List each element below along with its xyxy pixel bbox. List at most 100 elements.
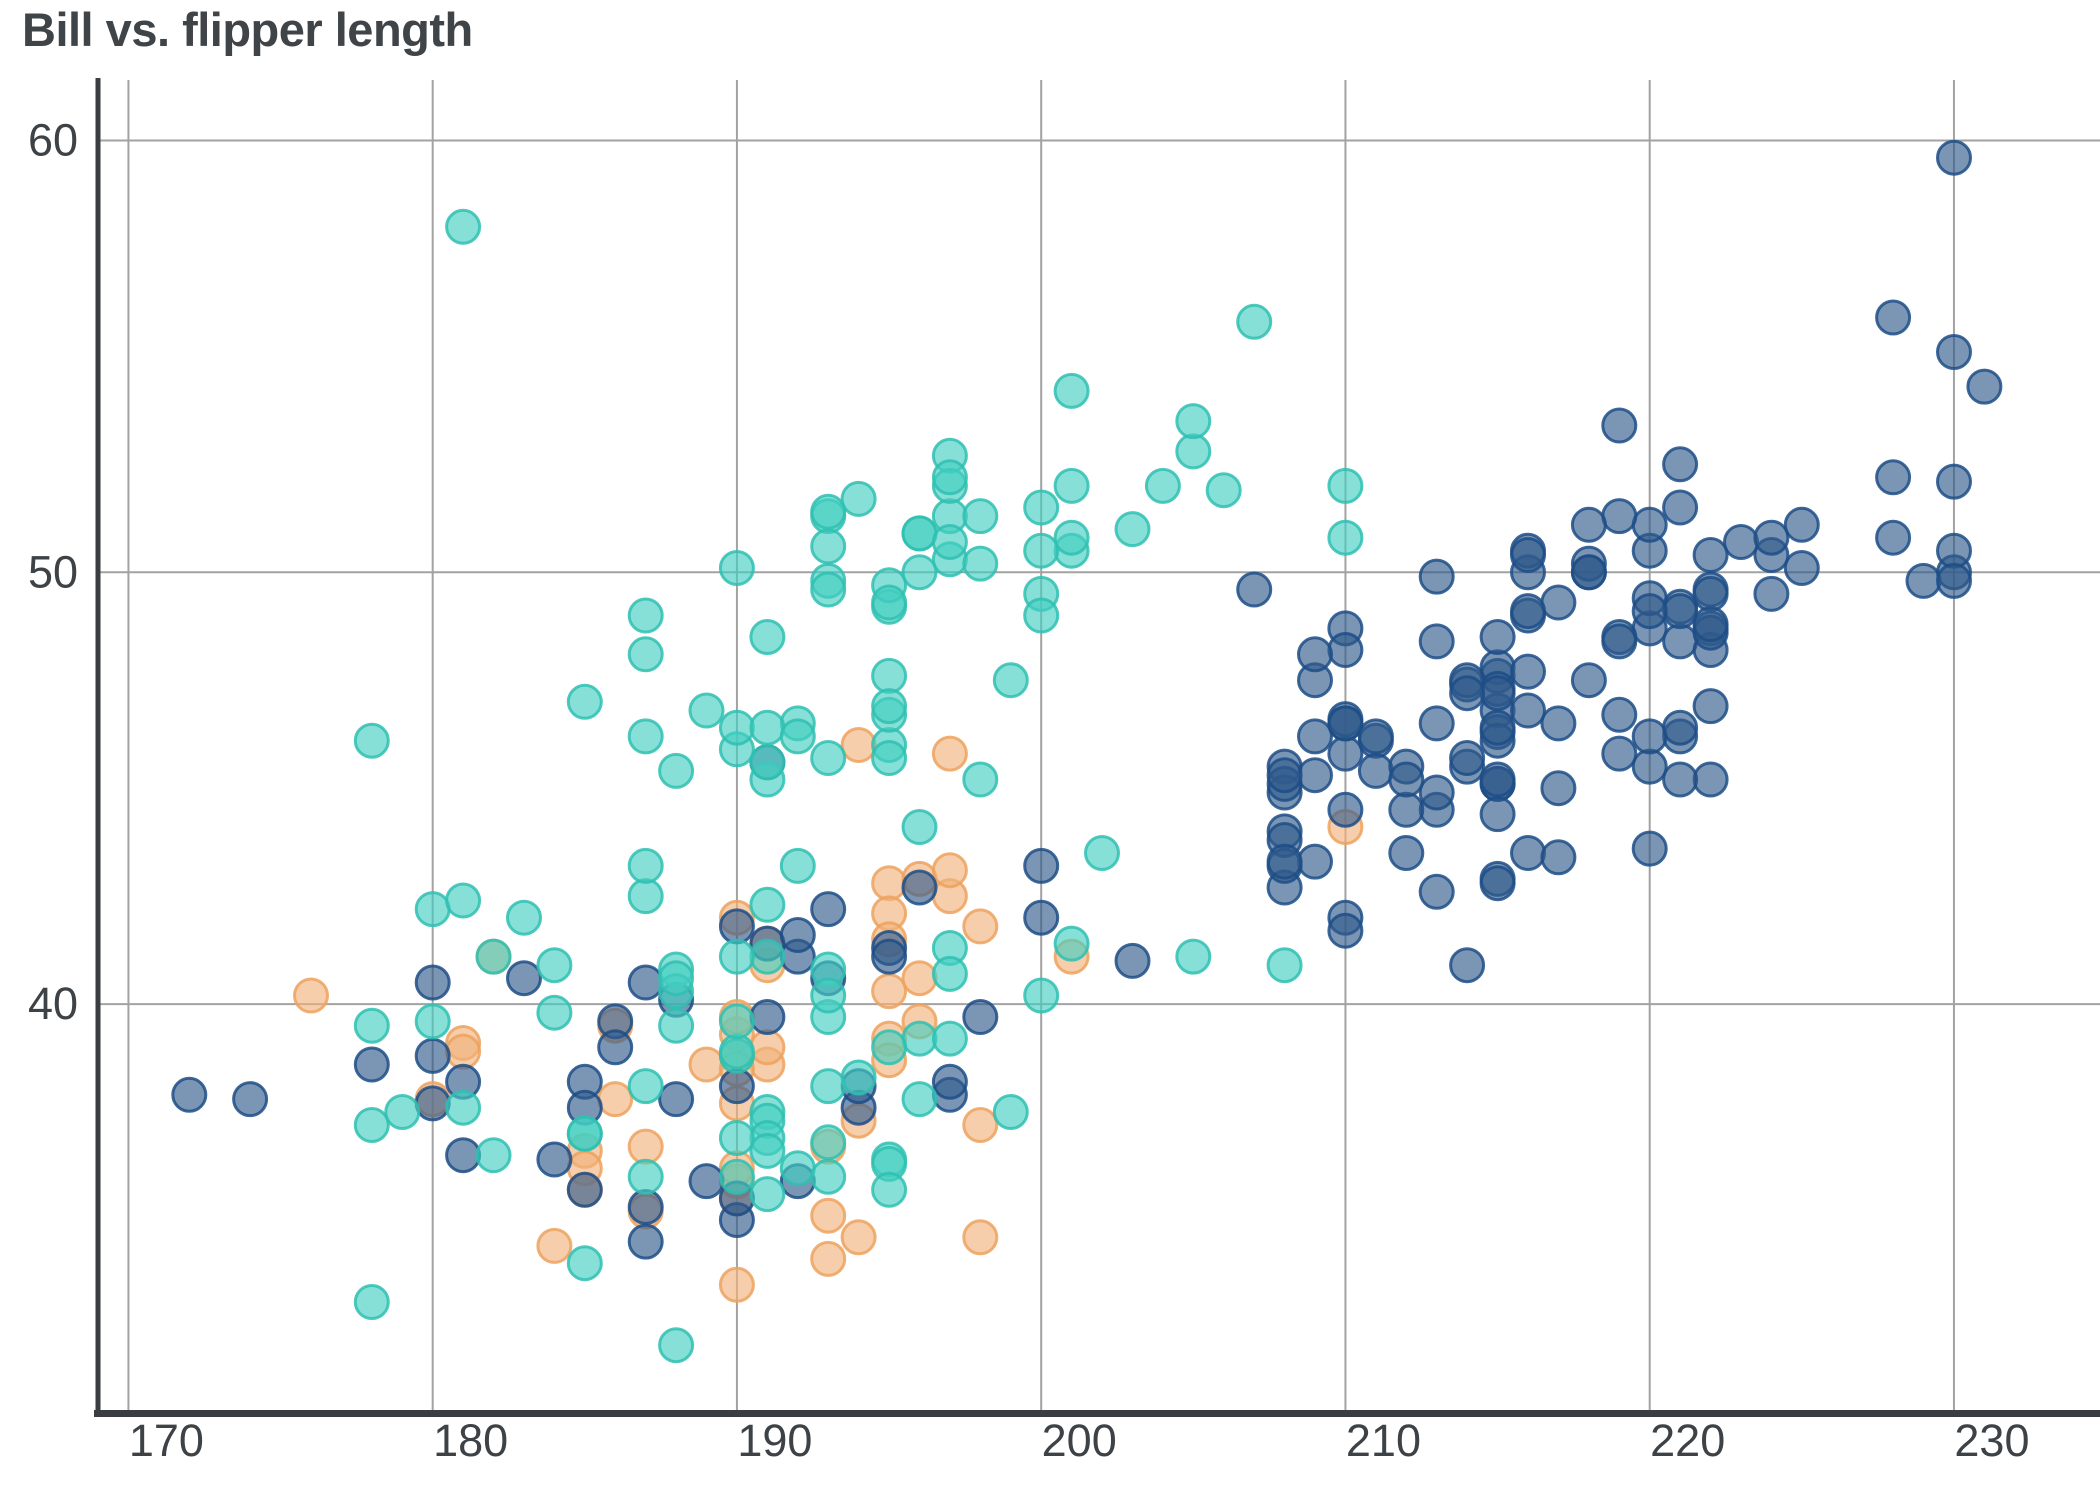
- data-point: [1449, 947, 1486, 984]
- data-point: [749, 744, 786, 781]
- data-point: [749, 1132, 786, 1169]
- x-tick-label: 230: [1954, 1415, 2029, 1466]
- data-point: [1631, 593, 1668, 630]
- data-point: [1479, 675, 1516, 712]
- data-point: [566, 1171, 603, 1208]
- data-point: [1023, 597, 1060, 634]
- data-point: [1601, 735, 1638, 772]
- data-point: [992, 662, 1029, 699]
- data-point: [1023, 977, 1060, 1014]
- data-point: [779, 1150, 816, 1187]
- data-point: [1723, 524, 1759, 560]
- data-point: [779, 847, 816, 884]
- data-point: [1570, 662, 1607, 699]
- data-point: [810, 977, 847, 1014]
- data-point: [901, 960, 938, 997]
- data-point: [931, 459, 968, 496]
- data-point: [688, 1163, 725, 1200]
- data-point: [658, 960, 695, 997]
- data-point: [1327, 519, 1364, 556]
- data-point: [1449, 675, 1486, 712]
- data-point: [901, 554, 938, 591]
- data-point: [627, 1128, 664, 1165]
- data-point: [1266, 843, 1303, 880]
- data-point: [1418, 623, 1455, 660]
- data-point: [627, 847, 664, 884]
- data-point: [353, 722, 390, 759]
- data-point: [627, 1158, 664, 1195]
- data-point: [1479, 619, 1516, 655]
- data-point: [1662, 446, 1699, 483]
- data-point: [1053, 372, 1090, 409]
- data-point: [627, 1223, 664, 1260]
- data-point: [1175, 433, 1212, 470]
- data-point: [1175, 403, 1212, 440]
- data-point: [962, 545, 999, 582]
- data-point: [1692, 537, 1729, 573]
- data-point: [931, 1020, 968, 1057]
- data-point: [962, 1107, 999, 1143]
- data-point: [931, 1063, 968, 1100]
- data-point: [810, 1240, 847, 1277]
- x-tick-label: 170: [129, 1415, 204, 1466]
- data-point: [1540, 584, 1577, 621]
- data-point: [658, 1081, 695, 1118]
- data-point: [1510, 537, 1546, 573]
- x-tick-label: 190: [737, 1415, 812, 1466]
- data-point: [962, 1219, 999, 1256]
- data-point: [445, 882, 482, 919]
- data-point: [1266, 757, 1303, 794]
- data-point: [1479, 796, 1516, 833]
- data-point: [1114, 942, 1151, 979]
- data-point: [1662, 709, 1699, 746]
- data-point: [658, 1327, 695, 1364]
- data-point: [536, 947, 573, 984]
- data-point: [1023, 532, 1060, 569]
- data-point: [1540, 839, 1577, 876]
- data-point: [627, 597, 664, 634]
- data-point: [1692, 761, 1729, 798]
- data-point: [718, 1003, 755, 1040]
- data-point: [871, 740, 908, 776]
- data-point: [901, 515, 938, 552]
- data-point: [962, 908, 999, 945]
- data-point: [536, 1227, 573, 1264]
- data-point: [688, 1046, 725, 1083]
- data-point: [1601, 407, 1638, 444]
- data-point: [810, 493, 847, 530]
- data-point: [597, 1029, 634, 1066]
- series-dream-adelie: [353, 847, 1060, 1364]
- data-point: [931, 524, 968, 560]
- x-tick-label: 180: [433, 1415, 508, 1466]
- data-point: [1692, 575, 1729, 612]
- y-tick-label: 60: [28, 114, 78, 165]
- data-point: [1510, 692, 1546, 729]
- data-point: [1053, 925, 1090, 962]
- data-point: [627, 1068, 664, 1105]
- data-point: [1205, 472, 1242, 509]
- y-tick-label: 50: [28, 546, 78, 597]
- data-point: [718, 1120, 755, 1156]
- data-point: [566, 683, 603, 720]
- data-point: [627, 964, 664, 1001]
- data-point: [749, 709, 786, 746]
- data-point: [627, 1189, 664, 1225]
- data-point: [1570, 554, 1607, 591]
- data-point: [1114, 511, 1151, 548]
- data-point: [779, 917, 816, 953]
- data-point: [901, 869, 938, 906]
- data-point: [1905, 562, 1942, 599]
- data-point: [840, 1219, 877, 1256]
- data-point: [718, 709, 755, 746]
- data-point: [1327, 705, 1364, 742]
- data-point: [1479, 865, 1516, 902]
- data-point: [931, 955, 968, 992]
- data-point: [688, 692, 725, 729]
- x-tick-label: 210: [1346, 1415, 1421, 1466]
- data-point: [810, 571, 847, 608]
- data-point: [749, 619, 786, 655]
- data-point: [1418, 873, 1455, 910]
- data-point: [718, 938, 755, 975]
- data-point: [1266, 947, 1303, 984]
